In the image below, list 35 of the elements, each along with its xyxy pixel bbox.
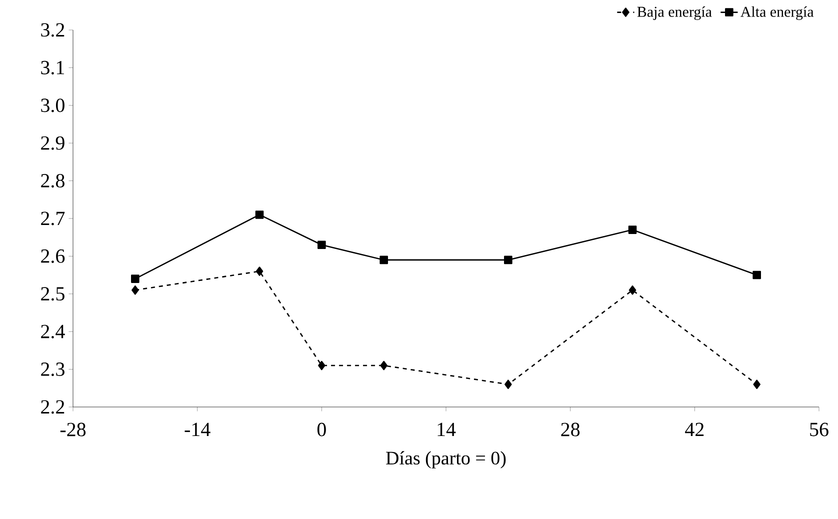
point	[753, 380, 760, 390]
point	[628, 226, 637, 234]
x-axis-title: Días (parto = 0)	[386, 451, 506, 468]
point	[380, 360, 388, 370]
legend-label: Baja energía	[637, 6, 712, 20]
y-tick-label: 2.6	[41, 249, 65, 263]
y-tick-label: 2.3	[41, 362, 64, 376]
point	[255, 210, 264, 219]
point	[752, 270, 761, 280]
point	[318, 240, 326, 250]
y-tick-label: 2.2	[41, 400, 64, 414]
point	[131, 274, 140, 283]
x-tick-label: 14	[438, 422, 456, 436]
y-tick-label: 3.2	[41, 23, 64, 37]
y-tick-label: 2.5	[41, 287, 64, 301]
point	[318, 360, 326, 370]
point	[132, 285, 139, 295]
x-tick-label: -28	[60, 422, 86, 436]
point	[380, 256, 388, 264]
y-tick-label: 3.1	[41, 60, 64, 74]
legend-label: Alta energía	[740, 6, 814, 20]
x-tick-label: 0	[317, 422, 326, 436]
x-tick-label: -14	[184, 422, 210, 436]
y-tick-label: 2.4	[41, 324, 65, 338]
y-tick-label: 2.8	[41, 174, 64, 188]
point	[628, 285, 636, 295]
point	[256, 266, 264, 276]
y-tick-label: 2.9	[41, 136, 64, 150]
y-tick-label: 3.0	[41, 98, 64, 112]
x-tick-label: 42	[685, 422, 704, 436]
point	[504, 380, 512, 390]
point	[504, 256, 512, 264]
x-tick-label: 56	[810, 422, 828, 436]
x-tick-label: 28	[561, 422, 580, 436]
y-tick-label: 2.7	[41, 212, 65, 226]
